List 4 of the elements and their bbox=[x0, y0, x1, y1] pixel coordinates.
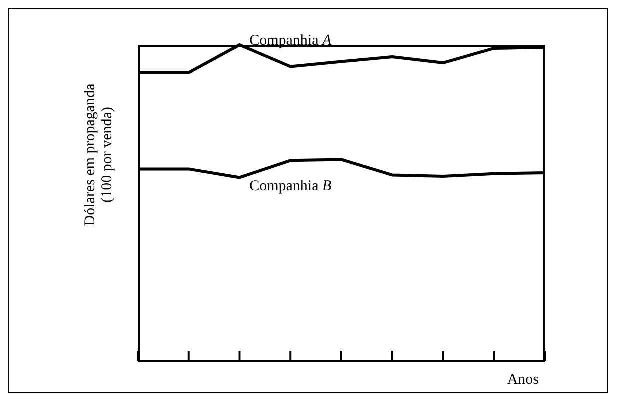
series-label: Companhia B bbox=[250, 178, 332, 195]
series-label: Companhia A bbox=[250, 32, 332, 49]
y-axis-title: Dólares em propaganda (100 por venda) bbox=[82, 83, 116, 226]
x-axis-title: Anos bbox=[507, 372, 540, 388]
